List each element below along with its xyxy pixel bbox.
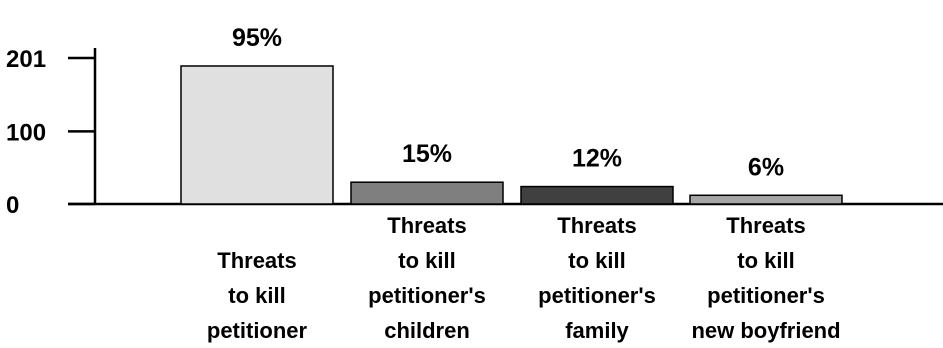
category-label-line: petitioner's [538, 283, 656, 308]
y-ticks: 0 100 201 [6, 46, 95, 219]
data-label: 12% [572, 145, 622, 173]
y-tick-label: 201 [6, 46, 46, 73]
category-label-line: Threats [387, 213, 466, 238]
data-labels: 95% 15% 12% 6% [232, 24, 784, 181]
category-label-line: petitioner's [368, 283, 486, 308]
category-label-line: petitioner [207, 318, 308, 343]
bars [180, 65, 843, 205]
category-label-line: to kill [737, 248, 794, 273]
data-label: 95% [232, 24, 282, 52]
category-label-line: to kill [398, 248, 455, 273]
data-label: 6% [748, 153, 784, 181]
category-label-line: family [565, 318, 629, 343]
category-label-line: new boyfriend [691, 318, 840, 343]
category-label-line: Threats [217, 248, 296, 273]
category-label-line: children [384, 318, 470, 343]
category-labels: Threats to kill petitioner Threats to kill pe… [207, 213, 841, 343]
category-label-line: Threats [557, 213, 636, 238]
bar [689, 194, 843, 205]
category-label-line: Threats [726, 213, 805, 238]
y-tick-label: 100 [6, 119, 46, 146]
bar [520, 185, 674, 205]
category-label-line: to kill [228, 283, 285, 308]
category-label-line: petitioner's [707, 283, 825, 308]
bar [180, 65, 334, 205]
category-label-line: to kill [568, 248, 625, 273]
bar [350, 181, 504, 205]
data-label: 15% [402, 140, 452, 168]
y-tick-label: 0 [6, 192, 19, 219]
